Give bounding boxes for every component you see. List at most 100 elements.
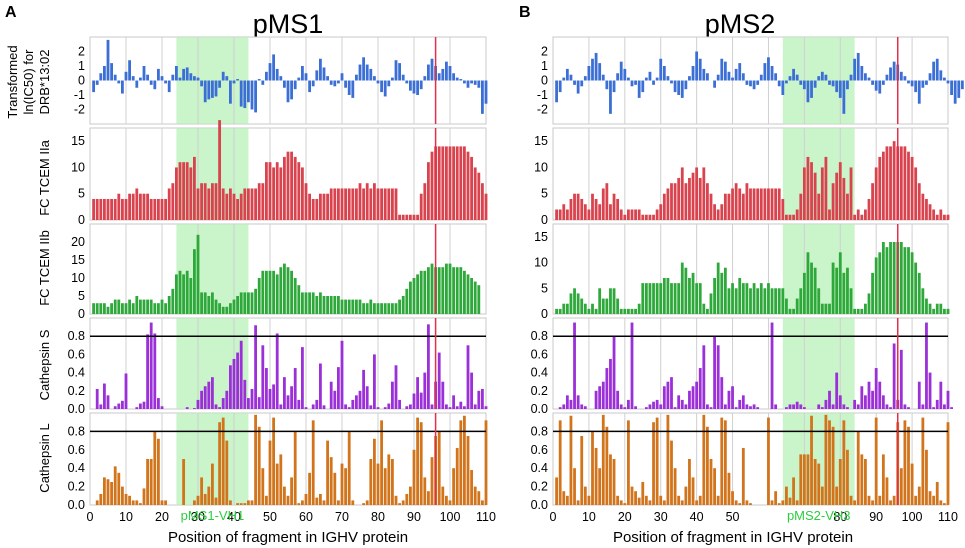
bar-tcem-iib (616, 298, 620, 314)
bar-ic50 (763, 63, 767, 81)
bar-cathepsin-l (644, 495, 648, 505)
bar-cathepsin-s (828, 390, 831, 409)
bar-tcem-iia (196, 188, 200, 220)
bar-ic50 (957, 80, 961, 98)
bar-cathepsin-s (706, 404, 709, 409)
bar-tcem-iib (680, 262, 684, 314)
bar-tcem-iia (430, 151, 434, 220)
bar-ic50 (463, 80, 466, 84)
bar-tcem-iib (871, 272, 874, 314)
ytick-label: 0.4 (68, 366, 85, 380)
bar-tcem-iib (946, 308, 950, 314)
bar-tcem-iia (283, 156, 286, 220)
bar-tcem-iia (362, 188, 366, 220)
bar-tcem-iib (759, 283, 763, 314)
bar-cathepsin-l (652, 422, 655, 505)
bar-tcem-iia (286, 151, 290, 220)
ytick-label: 0 (78, 307, 85, 321)
bar-tcem-iib (889, 242, 892, 314)
bar-tcem-iia (662, 193, 666, 220)
bar-tcem-iia (698, 177, 702, 220)
bar-tcem-iia (211, 183, 214, 220)
bar-tcem-iib (637, 303, 641, 314)
ytick-label: 2 (78, 45, 85, 59)
bar-cathepsin-l (423, 477, 427, 505)
bar-cathepsin-s (899, 349, 903, 409)
bar-tcem-iib (427, 267, 430, 314)
bar-cathepsin-l (196, 495, 200, 505)
bar-cathepsin-s (619, 404, 623, 409)
bar-ic50 (881, 80, 885, 85)
bar-tcem-iia (935, 214, 939, 220)
ytick-label: 0.0 (68, 498, 85, 512)
bar-tcem-iib (128, 299, 132, 314)
bar-ic50 (207, 80, 211, 100)
bar-tcem-iia (182, 162, 186, 220)
bar-tcem-iib (466, 274, 470, 314)
bar-tcem-iia (691, 172, 695, 220)
bar-tcem-iia (232, 193, 236, 220)
bar-tcem-iib (802, 272, 806, 314)
bar-tcem-iib (576, 293, 580, 314)
bar-cathepsin-s (221, 398, 225, 409)
bar-tcem-iia (427, 162, 430, 220)
bar-cathepsin-s (627, 399, 630, 409)
bar-cathepsin-s (229, 365, 232, 409)
bar-tcem-iib (583, 303, 587, 314)
bar-ic50 (889, 67, 892, 81)
bar-cathepsin-l (899, 468, 903, 505)
ylabel-ic50-line3: DRB*13:02 (37, 49, 52, 114)
bar-cathepsin-s (573, 322, 576, 409)
bar-tcem-iib (178, 270, 182, 314)
xtick-label: 20 (618, 510, 632, 524)
bar-cathepsin-s (193, 408, 196, 409)
bar-ic50 (391, 77, 394, 81)
bar-cathepsin-s (734, 407, 738, 409)
bar-cathepsin-l (391, 459, 394, 505)
bar-tcem-iib (333, 296, 337, 314)
bar-cathepsin-s (329, 381, 333, 409)
bar-tcem-iia (412, 214, 416, 220)
bar-ic50 (935, 58, 939, 81)
bar-ic50 (745, 80, 749, 85)
bar-cathepsin-l (810, 415, 813, 505)
bar-cathepsin-s (770, 322, 774, 409)
bar-tcem-iia (157, 198, 160, 220)
bar-ic50 (326, 76, 330, 81)
bar-ic50 (200, 80, 204, 87)
ytick-label: -1 (74, 88, 85, 102)
bar-ic50 (124, 71, 128, 81)
bar-tcem-iib (820, 303, 824, 314)
bar-cathepsin-s (655, 399, 659, 409)
bar-cathepsin-s (713, 336, 716, 409)
bar-tcem-iia (623, 214, 627, 220)
bar-tcem-iib (899, 242, 903, 314)
bar-cathepsin-s (935, 399, 939, 409)
bar-cathepsin-s (239, 340, 243, 409)
bar-ic50 (910, 80, 914, 87)
bar-tcem-iia (820, 167, 824, 220)
bar-ic50 (598, 63, 602, 81)
bar-tcem-iia (838, 162, 842, 220)
bar-tcem-iib (910, 252, 914, 314)
bar-tcem-iia (580, 198, 584, 220)
bar-ic50 (907, 80, 910, 84)
bar-cathepsin-l (322, 500, 326, 505)
bar-cathepsin-s (265, 368, 268, 409)
bar-cathepsin-l (459, 420, 463, 505)
bar-cathepsin-l (838, 459, 842, 505)
bar-cathepsin-l (398, 503, 402, 505)
ytick-label: 0 (78, 213, 85, 227)
bar-cathepsin-l (781, 500, 785, 505)
bar-tcem-iib (106, 306, 110, 314)
bar-tcem-iib (673, 283, 677, 314)
bar-cathepsin-s (907, 407, 910, 409)
bar-cathepsin-l (455, 447, 459, 505)
bar-tcem-iia (290, 151, 294, 220)
bar-tcem-iia (373, 183, 376, 220)
bar-tcem-iia (573, 193, 576, 220)
bar-ic50 (774, 73, 778, 81)
bar-tcem-iib (229, 303, 232, 314)
bar-ic50 (569, 74, 573, 81)
